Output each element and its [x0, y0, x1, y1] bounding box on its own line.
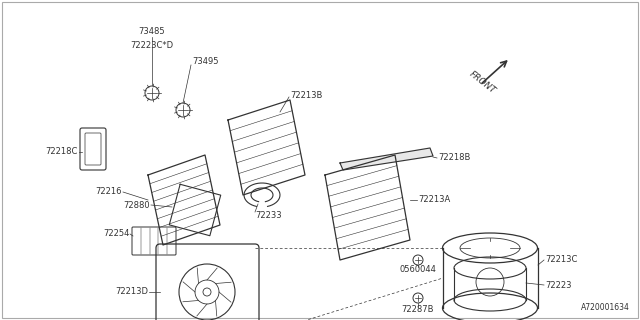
Text: 72216: 72216: [95, 188, 122, 196]
Text: 72218C: 72218C: [45, 148, 78, 156]
Text: 72213A: 72213A: [418, 196, 451, 204]
Text: 72287B: 72287B: [402, 306, 435, 315]
Text: 72213C: 72213C: [545, 255, 577, 265]
Text: FRONT: FRONT: [468, 69, 498, 95]
Text: 72213D: 72213D: [115, 287, 148, 297]
Polygon shape: [340, 148, 433, 170]
Text: 73495: 73495: [192, 58, 218, 67]
Text: 0560044: 0560044: [399, 266, 436, 275]
Text: 72254: 72254: [104, 229, 130, 238]
Text: A720001634: A720001634: [581, 303, 630, 312]
Text: 72223: 72223: [545, 281, 572, 290]
Text: 72233: 72233: [255, 211, 282, 220]
Text: 72223C*D: 72223C*D: [131, 41, 173, 50]
Text: 72213B: 72213B: [290, 91, 323, 100]
Text: 73485: 73485: [139, 28, 165, 36]
Text: 72880: 72880: [124, 201, 150, 210]
Text: 72218B: 72218B: [438, 154, 470, 163]
